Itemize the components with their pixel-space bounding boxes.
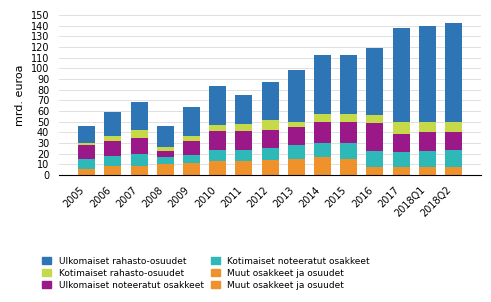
Bar <box>157 147 174 151</box>
Bar <box>366 123 383 151</box>
Bar <box>209 131 226 149</box>
Bar <box>235 149 252 161</box>
Bar <box>262 120 278 130</box>
Bar <box>419 122 436 133</box>
Bar <box>209 125 226 131</box>
Bar <box>392 28 409 122</box>
Bar <box>288 145 305 159</box>
Bar <box>445 122 462 133</box>
Bar <box>262 149 278 160</box>
Bar <box>131 138 148 154</box>
Bar <box>235 161 252 175</box>
Bar <box>104 136 121 141</box>
Bar <box>104 165 121 175</box>
Bar <box>78 169 95 175</box>
Bar <box>235 95 252 124</box>
Bar <box>104 112 121 136</box>
Bar <box>288 159 305 175</box>
Bar <box>131 154 148 165</box>
Bar <box>314 114 331 122</box>
Bar <box>157 165 174 175</box>
Bar <box>131 101 148 130</box>
Bar <box>340 143 357 159</box>
Bar <box>235 124 252 131</box>
Bar <box>392 152 409 167</box>
Bar <box>157 151 174 157</box>
Bar <box>78 143 95 145</box>
Bar <box>392 122 409 133</box>
Bar <box>183 141 200 155</box>
Bar <box>78 145 95 159</box>
Bar <box>366 167 383 175</box>
Bar <box>314 143 331 157</box>
Bar <box>288 69 305 122</box>
Bar <box>366 151 383 167</box>
Bar <box>183 155 200 163</box>
Bar <box>445 23 462 122</box>
Legend: Ulkomaiset rahasto-osuudet, Kotimaiset rahasto-osuudet, Ulkomaiset noteeratut os: Ulkomaiset rahasto-osuudet, Kotimaiset r… <box>42 256 370 290</box>
Bar <box>366 115 383 123</box>
Bar <box>78 126 95 143</box>
Bar <box>340 114 357 122</box>
Bar <box>445 133 462 149</box>
Bar <box>104 156 121 165</box>
Bar <box>419 167 436 175</box>
Bar <box>104 141 121 156</box>
Bar <box>262 130 278 149</box>
Bar <box>419 26 436 122</box>
Bar <box>78 159 95 169</box>
Bar <box>314 157 331 175</box>
Bar <box>183 163 200 175</box>
Bar <box>262 160 278 175</box>
Bar <box>235 131 252 149</box>
Bar <box>209 85 226 125</box>
Bar <box>288 127 305 145</box>
Bar <box>131 165 148 175</box>
Bar <box>366 48 383 115</box>
Bar <box>209 161 226 175</box>
Bar <box>262 82 278 120</box>
Bar <box>392 167 409 175</box>
Bar <box>183 107 200 136</box>
Bar <box>288 122 305 127</box>
Bar <box>445 167 462 175</box>
Y-axis label: mrd. euroa: mrd. euroa <box>15 64 25 126</box>
Bar <box>445 149 462 167</box>
Bar <box>183 136 200 141</box>
Bar <box>131 130 148 138</box>
Bar <box>340 122 357 143</box>
Bar <box>419 133 436 151</box>
Bar <box>340 159 357 175</box>
Bar <box>157 157 174 165</box>
Bar <box>314 55 331 114</box>
Bar <box>392 133 409 152</box>
Bar <box>314 122 331 143</box>
Bar <box>157 126 174 147</box>
Bar <box>419 151 436 167</box>
Bar <box>209 149 226 161</box>
Bar <box>340 55 357 114</box>
